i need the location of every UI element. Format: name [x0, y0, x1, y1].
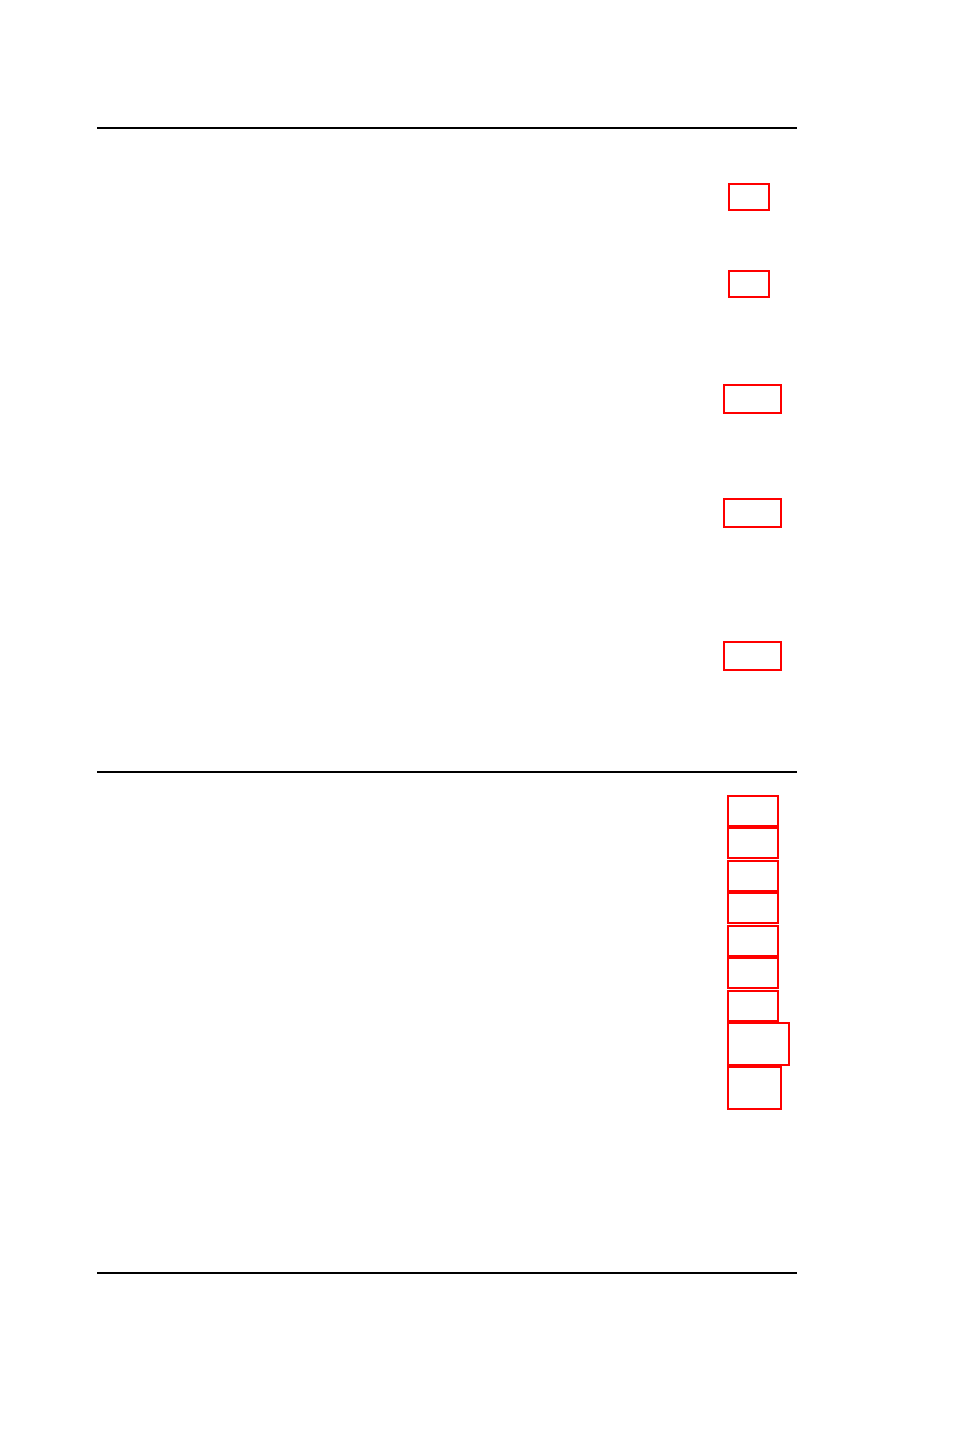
box-a-3	[723, 384, 782, 414]
horizontal-rule-1	[97, 127, 797, 129]
box-b-1	[727, 795, 779, 827]
box-a-1	[728, 183, 770, 211]
box-b-7	[727, 990, 779, 1022]
box-a-4	[723, 498, 782, 528]
box-b-4	[727, 892, 779, 924]
box-a-5	[723, 641, 782, 671]
box-a-2	[728, 270, 770, 298]
horizontal-rule-2	[97, 771, 797, 773]
box-b-5	[727, 925, 779, 957]
box-b-8	[727, 1022, 790, 1066]
box-b-2	[727, 827, 779, 859]
box-b-6	[727, 957, 779, 989]
box-b-3	[727, 860, 779, 892]
box-b-9	[727, 1066, 782, 1110]
horizontal-rule-3	[97, 1272, 797, 1274]
